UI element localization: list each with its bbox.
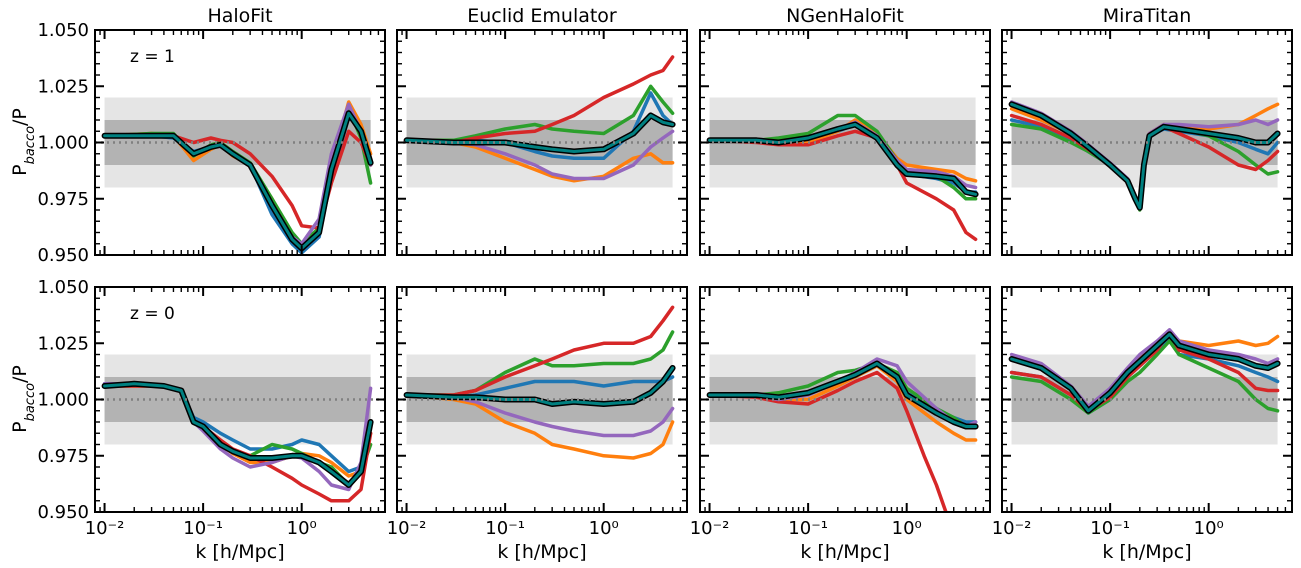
series-group [706, 357, 979, 512]
series-mean-line [103, 382, 373, 487]
series-group [101, 380, 374, 503]
series-mean-line [1010, 102, 1280, 210]
y-tick-label: 1.050 [37, 20, 89, 41]
series-group [403, 55, 676, 183]
series-line-5 [404, 393, 675, 438]
panel-8: 10⁻² 10⁻¹ 10⁰ [992, 286, 1293, 539]
title-euclid-emulator: Euclid Emulator [467, 5, 617, 27]
title-miratitan: MiraTitan [1103, 5, 1192, 27]
y-tick-label: 0.950 [37, 502, 89, 523]
panel-1: 0.950 0.975 1.000 1.025 1.050 [37, 20, 386, 266]
y-tick-label: 1.050 [37, 277, 89, 298]
annotation-z1: z = 1 [130, 47, 175, 67]
series-mean-line [405, 366, 675, 406]
panel-3 [699, 29, 991, 256]
panel-6: 10⁻² 10⁻¹ 10⁰ [387, 286, 688, 539]
series-mean-line [103, 111, 373, 250]
xlabel-col2: k [h/Mpc] [497, 541, 586, 563]
x-tick-label: 10⁻¹ [788, 518, 828, 539]
annotation-z0: z = 0 [130, 304, 175, 324]
x-tick-label: 10⁰ [892, 518, 922, 539]
series-line-4 [404, 305, 675, 397]
y-tick-label: 1.000 [37, 390, 89, 411]
series-line-3 [707, 113, 978, 201]
x-tick-label: 10⁻¹ [485, 518, 525, 539]
series-line-4 [707, 370, 948, 512]
series-line-2 [404, 138, 675, 183]
series-line-3 [1009, 339, 1280, 415]
x-tick-label: 10⁰ [589, 518, 619, 539]
series-line-4 [404, 55, 675, 145]
x-tick-label: 10⁻² [387, 518, 427, 539]
series-group [101, 100, 374, 255]
series-line-3 [404, 84, 675, 143]
ylabel-bottom: Pbacco/P [9, 365, 38, 433]
series-line-4 [102, 129, 373, 230]
x-tick-label: 10⁻² [690, 518, 730, 539]
x-tick-label: 10⁰ [1194, 518, 1224, 539]
panel-grid: 0.950 0.975 1.000 1.025 1.050 0.950 0.975 1.000… [37, 20, 1293, 539]
title-halofit: HaloFit [207, 5, 272, 27]
x-tick-label: 10⁻¹ [183, 518, 223, 539]
ylabel-top: Pbacco/P [9, 108, 38, 176]
series-mean-line [1010, 332, 1280, 413]
series-group [1008, 328, 1281, 415]
x-tick-label: 10⁻¹ [1090, 518, 1130, 539]
xlabel-col3: k [h/Mpc] [800, 541, 889, 563]
panel-5: 0.950 0.975 1.000 1.025 1.050 10⁻² 10⁻¹ 10⁰ [37, 277, 386, 539]
series-group [1008, 100, 1281, 212]
xlabel-col1: k [h/Mpc] [195, 541, 284, 563]
y-tick-label: 1.000 [37, 133, 89, 154]
y-tick-label: 1.025 [37, 333, 89, 354]
panel-4 [1001, 29, 1293, 256]
x-tick-label: 10⁻² [85, 518, 125, 539]
x-tick-label: 10⁰ [287, 518, 317, 539]
xlabel-col4: k [h/Mpc] [1102, 541, 1191, 563]
y-tick-label: 0.975 [37, 446, 89, 467]
panel-2 [396, 29, 688, 256]
series-line-2 [404, 393, 675, 460]
series-mean-line [405, 114, 675, 153]
y-tick-label: 0.975 [37, 189, 89, 210]
series-mean-line [708, 362, 978, 428]
x-tick-label: 10⁻² [992, 518, 1032, 539]
series-group [403, 305, 676, 460]
y-tick-label: 1.025 [37, 76, 89, 97]
y-tick-label: 0.950 [37, 245, 89, 266]
panel-7: 10⁻² 10⁻¹ 10⁰ [690, 286, 991, 539]
title-ngenhalofit: NGenHaloFit [786, 5, 904, 27]
